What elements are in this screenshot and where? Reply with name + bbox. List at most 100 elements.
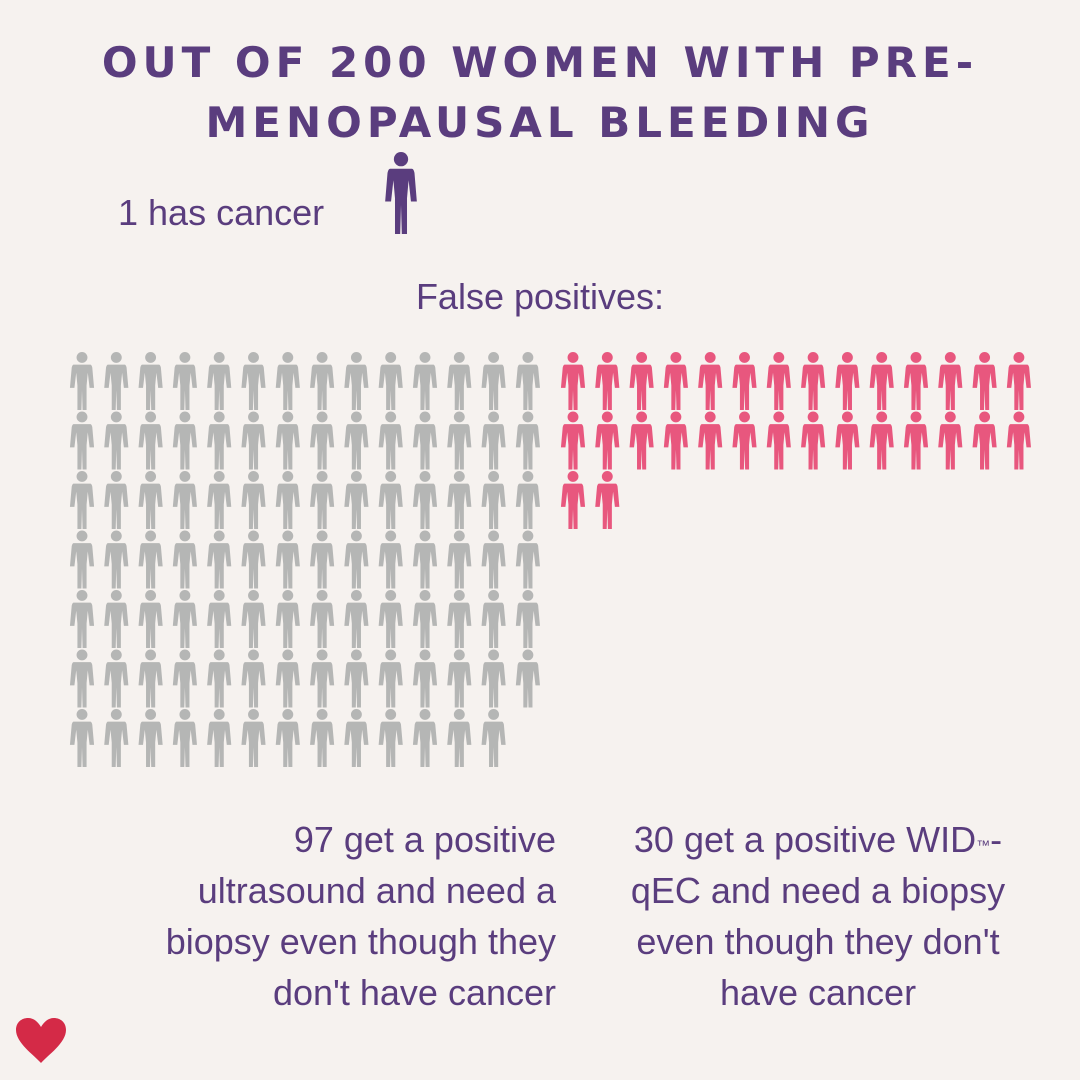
person-icon-ultrasound [344, 471, 369, 529]
person-icon-ultrasound [481, 411, 506, 470]
person-icon-ultrasound [515, 352, 540, 410]
person-icon-ultrasound [310, 590, 335, 648]
person-icon-ultrasound [69, 709, 95, 767]
ultrasound-caption-line: don't have cancer [272, 972, 556, 1013]
person-icon-ultrasound [69, 590, 95, 648]
person-icon-ultrasound [104, 649, 129, 708]
person-icon-ultrasound [378, 411, 403, 470]
cancer-person-icon [385, 152, 417, 234]
person-icon-wid [595, 352, 620, 410]
person-icon-ultrasound [412, 471, 438, 529]
person-icon-wid [560, 352, 586, 410]
person-icon-wid [835, 411, 860, 470]
person-icon-ultrasound [104, 352, 129, 410]
person-icon-ultrasound [378, 530, 403, 589]
person-icon-ultrasound [515, 590, 540, 648]
person-icon-ultrasound [104, 530, 129, 589]
person-icon-ultrasound [69, 352, 95, 410]
wid-caption-hyphen: - [990, 819, 1003, 860]
person-icon-wid [835, 352, 860, 410]
person-icon-ultrasound [69, 411, 95, 470]
person-icon-ultrasound [275, 649, 300, 708]
false-positives-label: False positives: [415, 276, 665, 317]
person-icon-wid [560, 411, 586, 470]
ultrasound-caption: 97 get a positive ultrasound and need a … [66, 814, 556, 1018]
person-icon-ultrasound [104, 411, 129, 470]
person-icon-ultrasound [138, 530, 163, 589]
person-icon-ultrasound [275, 530, 300, 589]
person-icon-wid [766, 352, 791, 410]
person-icon-ultrasound [138, 471, 163, 529]
person-icon-ultrasound [207, 411, 232, 470]
person-icon-ultrasound [207, 649, 232, 708]
has-cancer-label: 1 has cancer [118, 192, 325, 233]
person-icon-ultrasound [412, 411, 438, 470]
person-icon-ultrasound [344, 590, 369, 648]
person-icon-ultrasound [378, 709, 403, 767]
ultrasound-caption-line: biopsy even though they [165, 921, 556, 962]
person-icon-ultrasound [275, 471, 300, 529]
person-icon-ultrasound [515, 471, 540, 529]
person-icon-ultrasound [310, 352, 335, 410]
person-icon-ultrasound [344, 530, 369, 589]
person-icon-ultrasound [275, 411, 300, 470]
person-icon-wid [903, 352, 929, 410]
person-icon-ultrasound [69, 530, 95, 589]
person-icon-ultrasound [378, 649, 403, 708]
person-icon-ultrasound [447, 709, 472, 767]
person-icon-ultrasound [515, 530, 540, 589]
person-icon-ultrasound [481, 709, 506, 767]
wid-caption-text: 30 get a positive WID [633, 819, 977, 860]
wid-caption-line: qEC and need a biopsy [630, 870, 1006, 911]
person-icon-ultrasound [310, 471, 335, 529]
wid-caption-line: 30 get a positive WID™- [588, 814, 1048, 865]
person-icon-wid [732, 411, 757, 470]
person-icon-ultrasound [172, 709, 197, 767]
person-icon-wid [663, 411, 688, 470]
person-icon-ultrasound [515, 411, 540, 470]
person-icon-ultrasound [104, 471, 129, 529]
person-icon-ultrasound [344, 411, 369, 470]
person-icon-ultrasound [515, 649, 540, 708]
person-icon-wid [1006, 352, 1031, 410]
person-icon-ultrasound [412, 649, 438, 708]
person-icon-ultrasound [172, 530, 197, 589]
person-icon-ultrasound [481, 352, 506, 410]
person-icon-ultrasound [344, 649, 369, 708]
person-icon-ultrasound [207, 471, 232, 529]
person-icon-ultrasound [275, 709, 300, 767]
person-icon-cancer [385, 152, 417, 234]
heart-icon [16, 1018, 66, 1063]
person-icon-ultrasound [447, 590, 472, 648]
person-icon-wid [801, 411, 826, 470]
person-icon-wid [869, 411, 894, 470]
person-icon-wid [972, 352, 997, 410]
person-icon-ultrasound [172, 471, 197, 529]
person-icon-wid [595, 471, 620, 529]
person-icon-ultrasound [412, 530, 438, 589]
person-icon-ultrasound [378, 590, 403, 648]
person-icon-ultrasound [172, 590, 197, 648]
person-icon-ultrasound [138, 649, 163, 708]
ultrasound-caption-line: ultrasound and need a [197, 870, 556, 911]
person-icon-wid [869, 352, 894, 410]
person-icon-wid [1006, 411, 1031, 470]
person-icon-wid [801, 352, 826, 410]
person-icon-ultrasound [207, 590, 232, 648]
person-icon-wid [698, 352, 723, 410]
person-icon-ultrasound [481, 471, 506, 529]
person-icon-ultrasound [378, 352, 403, 410]
person-icon-wid [698, 411, 723, 470]
title-line-1: OUT OF 200 WOMEN WITH PRE- [101, 38, 979, 87]
wid-caption: 30 get a positive WID™- qEC and need a b… [588, 814, 1048, 1018]
trademark-mark: ™ [976, 837, 991, 853]
person-icon-ultrasound [412, 709, 438, 767]
person-icon-ultrasound [241, 709, 266, 767]
person-icon-wid [595, 411, 620, 470]
person-icon-ultrasound [310, 411, 335, 470]
person-icon-ultrasound [69, 649, 95, 708]
person-icon-ultrasound [447, 411, 472, 470]
person-icon-ultrasound [310, 649, 335, 708]
